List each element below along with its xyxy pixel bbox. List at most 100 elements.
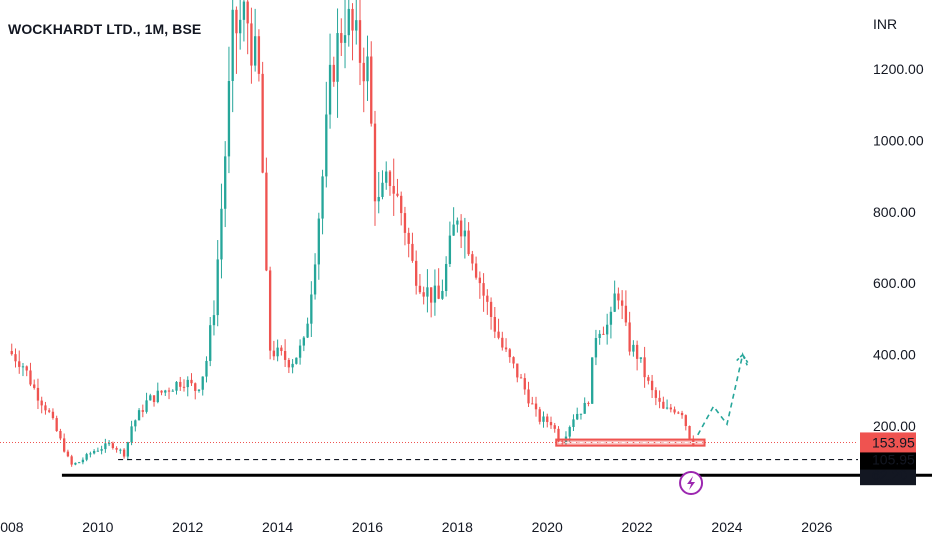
candle-body bbox=[66, 451, 70, 457]
candle-body bbox=[276, 347, 279, 357]
candle-body bbox=[635, 344, 639, 359]
candle-body bbox=[48, 410, 51, 412]
y-tick-label: 200.00 bbox=[873, 418, 916, 434]
candle-body bbox=[591, 357, 594, 404]
candle-body bbox=[164, 390, 167, 393]
candle-body bbox=[134, 420, 137, 427]
candle-body bbox=[317, 218, 320, 265]
candle-body bbox=[246, 1, 249, 24]
candle-body bbox=[403, 213, 407, 233]
candle-body bbox=[512, 357, 515, 364]
candle-body bbox=[669, 407, 672, 410]
candle-body bbox=[306, 323, 309, 338]
projection-arrowhead bbox=[736, 353, 749, 364]
candle-body bbox=[474, 263, 478, 278]
candle-body bbox=[107, 443, 111, 445]
candle-body bbox=[415, 260, 418, 286]
candle-body bbox=[459, 220, 463, 237]
candle-body bbox=[111, 443, 115, 449]
candle-body bbox=[197, 389, 201, 391]
candle-body bbox=[437, 285, 440, 299]
candle-body bbox=[21, 366, 25, 368]
chart-title: WOCKHARDT LTD., 1M, BSE bbox=[8, 21, 202, 37]
candle-body bbox=[549, 422, 553, 426]
projection-path bbox=[697, 351, 748, 436]
candle-body bbox=[70, 456, 73, 465]
candle-body bbox=[287, 359, 291, 368]
candlestick-series bbox=[10, 0, 695, 467]
candle-body bbox=[583, 402, 586, 414]
candle-body bbox=[366, 56, 369, 82]
candle-body bbox=[647, 377, 650, 381]
last-price-tag: 153.95 bbox=[872, 434, 915, 450]
candle-body bbox=[347, 8, 350, 36]
candle-body bbox=[100, 449, 103, 451]
candle-body bbox=[141, 410, 144, 412]
candle-body bbox=[557, 428, 560, 442]
candle-body bbox=[10, 351, 13, 355]
candle-body bbox=[160, 390, 163, 393]
candle-body bbox=[298, 345, 302, 358]
candle-body bbox=[433, 285, 437, 303]
candle-body bbox=[268, 270, 272, 351]
candle-body bbox=[280, 347, 283, 352]
y-tick-label: 1200.00 bbox=[873, 61, 924, 77]
drawing-overlays bbox=[0, 351, 932, 495]
candle-body bbox=[587, 402, 590, 404]
candle-body bbox=[36, 387, 40, 401]
candle-body bbox=[482, 283, 485, 296]
candle-body bbox=[235, 9, 238, 34]
candle-body bbox=[594, 337, 598, 358]
candle-body bbox=[613, 293, 616, 312]
candle-body bbox=[33, 384, 36, 388]
candle-body bbox=[448, 235, 452, 264]
candle-body bbox=[370, 56, 373, 124]
x-tick-label: 2018 bbox=[442, 519, 473, 535]
candle-body bbox=[381, 182, 384, 197]
candle-body bbox=[527, 389, 530, 404]
x-tick-label: 2008 bbox=[0, 519, 24, 535]
candle-body bbox=[609, 311, 613, 325]
candle-body bbox=[190, 379, 193, 384]
candle-body bbox=[680, 412, 684, 416]
candle-body bbox=[145, 400, 148, 412]
x-tick-label: 2020 bbox=[532, 519, 563, 535]
last-price-tag-bg bbox=[860, 432, 916, 453]
y-axis-unit: INR bbox=[873, 16, 897, 32]
candle-body bbox=[137, 410, 141, 421]
candle-body bbox=[179, 381, 182, 387]
candle-body bbox=[478, 277, 482, 284]
candle-body bbox=[201, 376, 204, 390]
candle-body bbox=[96, 450, 100, 452]
candle-body bbox=[620, 300, 624, 306]
candle-body bbox=[452, 224, 455, 236]
candle-body bbox=[519, 377, 523, 379]
candle-body bbox=[283, 351, 287, 360]
candle-body bbox=[426, 287, 429, 297]
candle-body bbox=[89, 453, 92, 455]
y-tick-label: 800.00 bbox=[873, 204, 916, 220]
candle-body bbox=[212, 315, 216, 326]
candle-body bbox=[85, 454, 88, 460]
candle-body bbox=[553, 425, 556, 429]
candle-body bbox=[336, 33, 339, 82]
candle-body bbox=[25, 366, 28, 371]
candle-body bbox=[182, 386, 186, 388]
candle-body bbox=[639, 357, 643, 359]
candle-body bbox=[677, 412, 680, 414]
candle-body bbox=[152, 395, 156, 403]
candle-body bbox=[358, 20, 362, 63]
y-tick-label: 400.00 bbox=[873, 347, 916, 363]
candle-body bbox=[444, 263, 448, 291]
candle-body bbox=[665, 407, 669, 409]
candle-body bbox=[302, 337, 305, 346]
candle-body bbox=[396, 193, 399, 196]
candle-body bbox=[81, 459, 85, 463]
candle-body bbox=[392, 185, 395, 194]
candle-body bbox=[542, 416, 545, 422]
candle-body bbox=[373, 123, 377, 202]
candle-body bbox=[650, 380, 654, 391]
candle-body bbox=[516, 363, 519, 378]
y-tick-label: 1000.00 bbox=[873, 132, 924, 148]
